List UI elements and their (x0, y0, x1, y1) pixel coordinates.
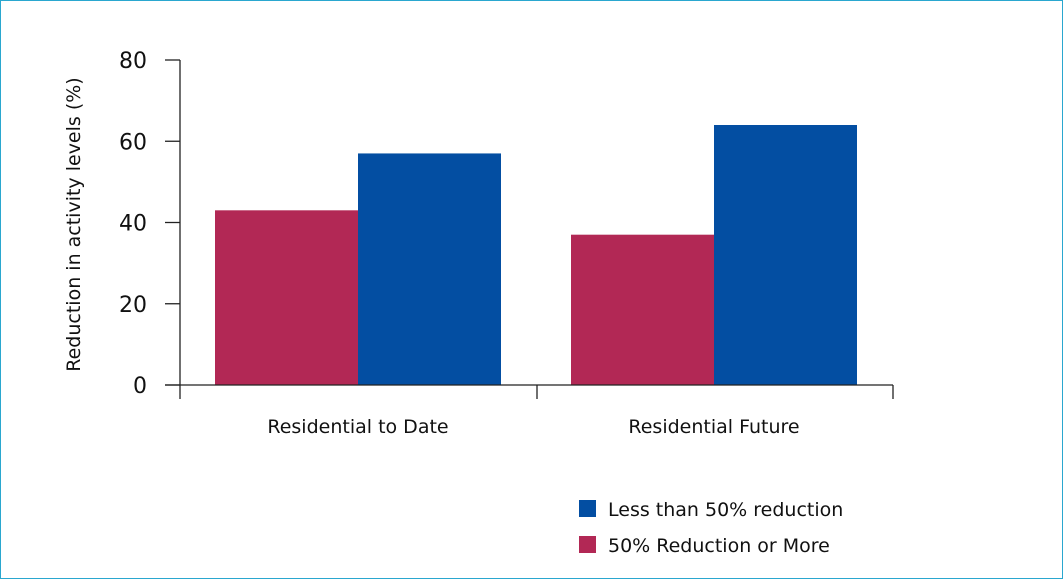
y-tick-label: 40 (119, 212, 147, 237)
legend: Less than 50% reduction 50% Reduction or … (579, 499, 843, 557)
y-axis-title-group: Reduction in activity levels (%) (63, 77, 85, 371)
bar-1-1 (215, 210, 358, 385)
legend-label: 50% Reduction or More (608, 535, 830, 557)
bar-2-2 (714, 125, 857, 385)
bars-group (215, 125, 857, 385)
bar-2-1 (571, 234, 714, 385)
y-tick-label: 80 (119, 49, 147, 74)
legend-swatch (579, 500, 596, 517)
x-tick-label: Residential Future (628, 416, 799, 438)
x-tick-label: Residential to Date (267, 416, 448, 438)
y-tick-label: 60 (119, 130, 147, 155)
legend-swatch (579, 536, 596, 553)
legend-label: Less than 50% reduction (608, 499, 843, 521)
y-tick-label: 0 (133, 374, 147, 399)
y-axis-title: Reduction in activity levels (%) (63, 77, 85, 371)
y-tick-label: 20 (119, 293, 147, 318)
bar-1-2 (358, 153, 501, 385)
axes-group: Residential to Date Residential Future 0 20… (119, 49, 894, 438)
